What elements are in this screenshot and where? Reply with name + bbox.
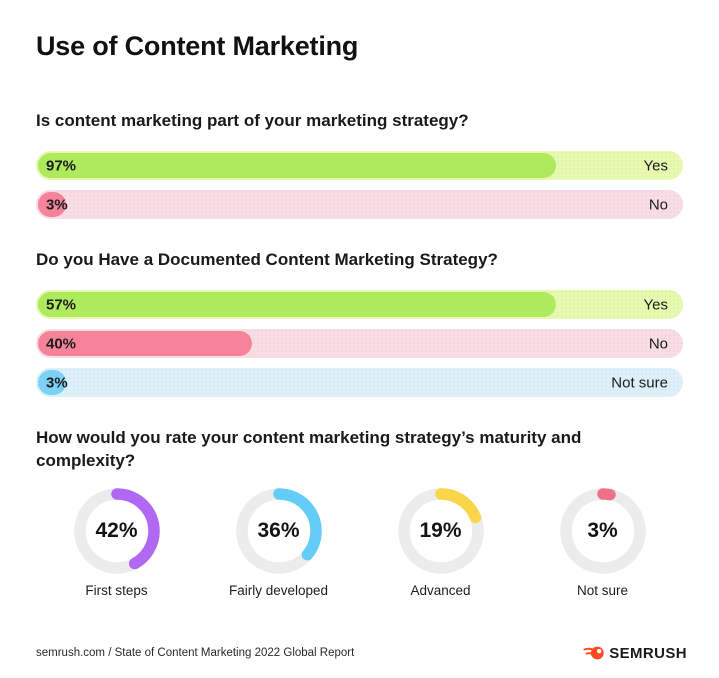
bar-category-label: Not sure: [611, 374, 668, 391]
donut-item: 36% Fairly developed: [198, 488, 359, 598]
donut-item: 42% First steps: [36, 488, 197, 598]
question-section-2: Do you Have a Documented Content Marketi…: [36, 249, 683, 397]
donut-chart: 3%: [559, 488, 646, 574]
bar-chart-1: 97% Yes 3% No: [36, 151, 683, 219]
bar-chart-2: 57% Yes 40% No 3% Not sure: [36, 290, 683, 397]
semrush-flame-icon: [583, 646, 604, 660]
donut-arc: [235, 488, 322, 574]
semrush-logo-text: SEMRUSH: [609, 644, 687, 662]
footer: semrush.com / State of Content Marketing…: [36, 642, 687, 664]
question-1-title: Is content marketing part of your market…: [36, 111, 469, 130]
bar-row: 3% Not sure: [36, 368, 683, 397]
donut-value-label: 19%: [419, 519, 462, 542]
donut-arc: [559, 488, 646, 574]
bar-value-label: 57%: [46, 296, 77, 313]
bar-category-label: No: [648, 335, 668, 352]
semrush-logo: SEMRUSH: [583, 642, 687, 664]
bar-fill: [38, 331, 252, 356]
donut-chart-row: 42% First steps 36% Fairly developed 19% Adva…: [36, 488, 683, 598]
question-section-3: How would you rate your content marketin…: [36, 426, 683, 598]
question-3-title: How would you rate your content marketin…: [36, 428, 582, 470]
bar-fill: [38, 292, 556, 317]
donut-arc: [397, 488, 484, 574]
bar-value-label: 3%: [46, 374, 68, 391]
question-2-title: Do you Have a Documented Content Marketi…: [36, 250, 498, 269]
bar-fill: [38, 153, 556, 178]
bar-value-label: 3%: [46, 196, 68, 213]
bar-category-label: Yes: [643, 157, 668, 174]
donut-chart: 42%: [73, 488, 160, 574]
bar-value-label: 40%: [46, 335, 77, 352]
donut-caption: Advanced: [410, 583, 471, 598]
donut-item: 3% Not sure: [522, 488, 683, 598]
bar-value-label: 97%: [46, 157, 77, 174]
bar-fill: [38, 192, 67, 217]
donut-item: 19% Advanced: [360, 488, 521, 598]
bar-row: 57% Yes: [36, 290, 683, 319]
bar-category-label: Yes: [643, 296, 668, 313]
donut-caption: Fairly developed: [228, 583, 329, 598]
donut-value-label: 42%: [95, 519, 138, 542]
bar-fill: [38, 370, 67, 395]
donut-caption: Not sure: [576, 583, 629, 598]
donut-value-label: 36%: [257, 519, 300, 542]
page-title: Use of Content Marketing: [36, 31, 359, 61]
donut-chart: 19%: [397, 488, 484, 574]
bar-category-label: No: [648, 196, 668, 213]
bar-row: 40% No: [36, 329, 683, 358]
donut-chart: 36%: [235, 488, 322, 574]
footer-source-text: semrush.com / State of Content Marketing…: [36, 647, 355, 659]
donut-caption: First steps: [85, 583, 148, 598]
question-section-1: Is content marketing part of your market…: [36, 110, 683, 219]
donut-value-label: 3%: [587, 519, 618, 542]
donut-arc: [73, 488, 160, 574]
bar-row: 97% Yes: [36, 151, 683, 180]
bar-row: 3% No: [36, 190, 683, 219]
